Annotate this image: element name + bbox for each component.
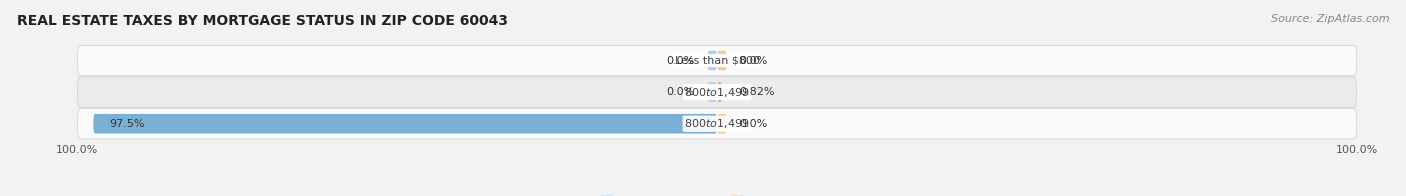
FancyBboxPatch shape <box>717 82 723 102</box>
Text: 0.82%: 0.82% <box>740 87 775 97</box>
FancyBboxPatch shape <box>77 77 1357 107</box>
FancyBboxPatch shape <box>77 109 1357 139</box>
Text: 0.0%: 0.0% <box>666 55 695 65</box>
FancyBboxPatch shape <box>93 114 717 133</box>
Text: REAL ESTATE TAXES BY MORTGAGE STATUS IN ZIP CODE 60043: REAL ESTATE TAXES BY MORTGAGE STATUS IN … <box>17 14 508 28</box>
Text: Source: ZipAtlas.com: Source: ZipAtlas.com <box>1271 14 1389 24</box>
FancyBboxPatch shape <box>77 45 1357 76</box>
Text: 0.0%: 0.0% <box>740 55 768 65</box>
FancyBboxPatch shape <box>717 114 727 133</box>
FancyBboxPatch shape <box>707 51 717 70</box>
Text: Less than $800: Less than $800 <box>675 55 759 65</box>
FancyBboxPatch shape <box>717 51 727 70</box>
Text: 0.0%: 0.0% <box>666 87 695 97</box>
FancyBboxPatch shape <box>707 82 717 102</box>
Text: 0.0%: 0.0% <box>740 119 768 129</box>
Text: 97.5%: 97.5% <box>110 119 145 129</box>
Text: $800 to $1,499: $800 to $1,499 <box>685 86 749 99</box>
Text: $800 to $1,499: $800 to $1,499 <box>685 117 749 130</box>
